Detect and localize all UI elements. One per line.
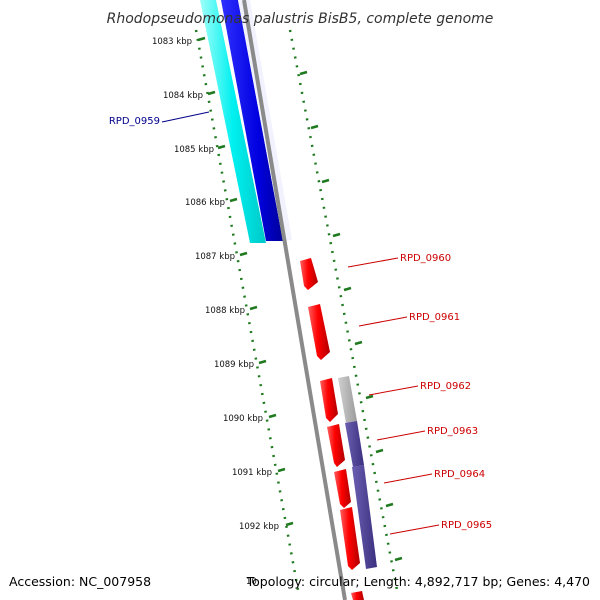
map-title: Rhodopseudomonas palustris BisB5, comple…	[107, 11, 494, 27]
gene-feature-rpd-0964[interactable]	[352, 465, 377, 569]
gene-label-rpd-0964[interactable]: RPD_0964	[434, 469, 485, 480]
cds-feature-rpd-0960[interactable]	[300, 258, 318, 290]
tick-mark	[385, 502, 394, 508]
gc-track-band	[200, 0, 266, 243]
tick-mark	[197, 36, 206, 42]
pseudo-gene-feature[interactable]	[338, 376, 357, 423]
cds-feature-rpd-0964[interactable]	[334, 469, 351, 508]
leader-rpd-0961	[358, 316, 408, 327]
tick-label: 1084 kbp	[163, 91, 203, 101]
tick-mark	[207, 90, 216, 96]
cds-feature-rpd-0962[interactable]	[320, 378, 338, 422]
tick-mark	[354, 340, 363, 346]
tick-mark	[249, 305, 258, 311]
gene-label-rpd-0963[interactable]: RPD_0963	[427, 426, 478, 437]
tick-label: 1087 kbp	[195, 252, 235, 262]
tick-label: 1089 kbp	[214, 360, 254, 370]
leader-rpd-0959	[161, 111, 210, 123]
tick-mark	[285, 521, 294, 527]
tick-label: 1088 kbp	[205, 306, 245, 316]
tick-mark	[321, 178, 330, 184]
tick-mark	[299, 70, 308, 76]
tick-mark	[268, 413, 277, 419]
gene-label-rpd-0961[interactable]: RPD_0961	[409, 312, 460, 323]
leader-rpd-0963	[376, 430, 426, 441]
gene-label-rpd-0962[interactable]: RPD_0962	[420, 381, 471, 392]
tick-mark	[277, 467, 286, 473]
topology-text: Topology: circular; Length: 4,892,717 bp…	[246, 574, 590, 589]
tick-mark	[365, 394, 374, 400]
gene-label-rpd-0960[interactable]: RPD_0960	[400, 253, 451, 264]
cds-feature-rpd-0965[interactable]	[340, 507, 360, 570]
tick-mark	[310, 124, 319, 130]
tick-label: 1086 kbp	[185, 198, 225, 208]
cds-feature-bottom[interactable]	[351, 591, 364, 600]
gene-label-rpd-0959[interactable]: RPD_0959	[109, 116, 160, 127]
leader-rpd-0965	[389, 524, 440, 535]
leader-rpd-0962	[368, 385, 419, 396]
tick-label: 1091 kbp	[232, 468, 272, 478]
leader-rpd-0964	[383, 473, 433, 484]
tick-label: 1090 kbp	[223, 414, 263, 424]
tick-mark	[343, 286, 352, 292]
leader-rpd-0960	[347, 257, 399, 268]
cds-feature-rpd-0961[interactable]	[308, 304, 330, 360]
tick-mark	[375, 448, 384, 454]
tick-mark	[258, 359, 267, 365]
genome-backbone	[242, 0, 347, 600]
gene-feature-rpd-0963[interactable]	[345, 421, 364, 467]
cds-feature-rpd-0963[interactable]	[327, 424, 345, 467]
tick-mark	[217, 144, 226, 150]
tick-label: 1085 kbp	[174, 145, 214, 155]
tick-marks	[197, 36, 403, 562]
tick-mark	[229, 197, 238, 203]
gene-label-rpd-0965[interactable]: RPD_0965	[441, 520, 492, 531]
tick-mark	[239, 251, 248, 257]
tick-label: 1092 kbp	[239, 522, 279, 532]
partial-tick-label: 10	[246, 577, 257, 587]
tick-label: 1083 kbp	[152, 37, 192, 47]
tick-mark	[332, 232, 341, 238]
tick-mark	[394, 556, 403, 562]
accession-text: Accession: NC_007958	[9, 574, 151, 589]
gene-track-band	[221, 0, 283, 241]
